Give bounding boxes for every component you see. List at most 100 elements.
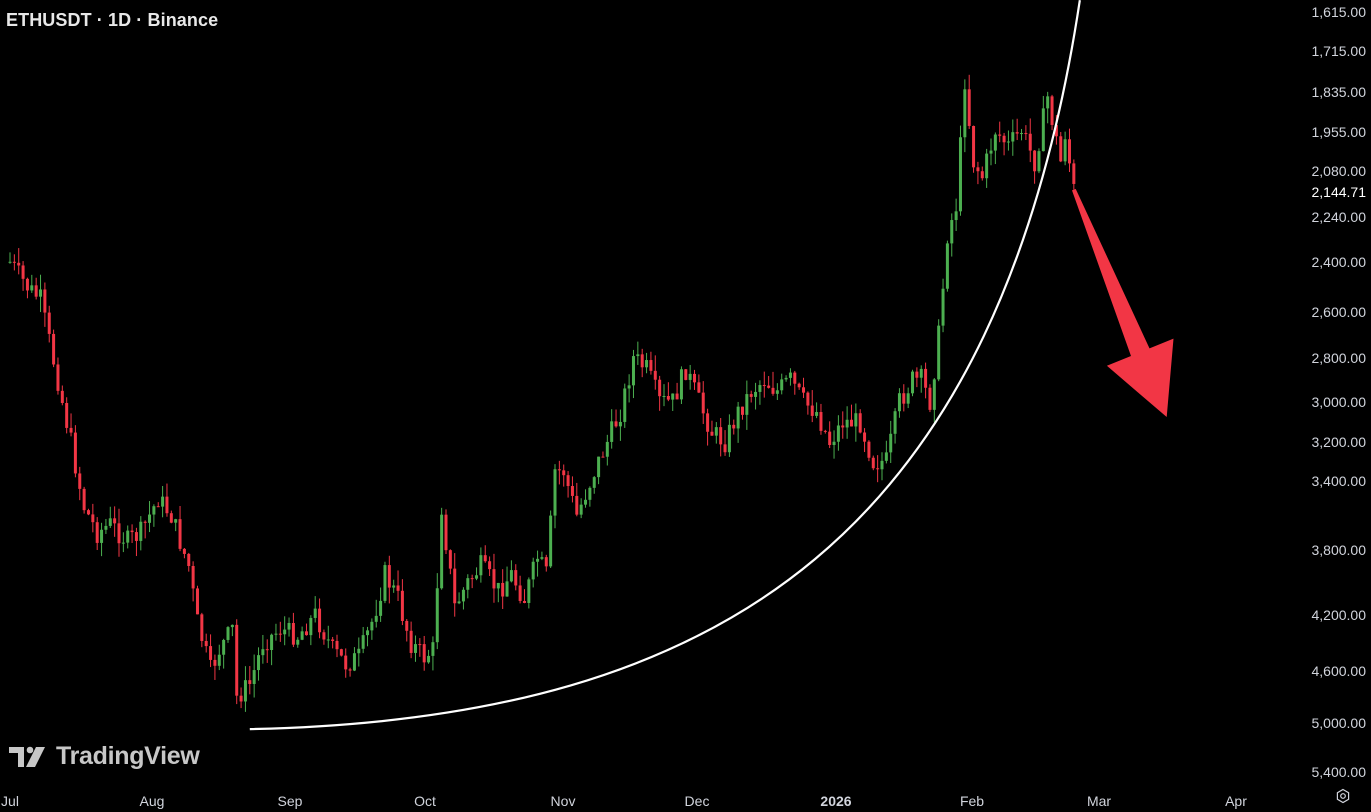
candle <box>143 520 147 539</box>
candle <box>1067 128 1071 173</box>
price-tick-label: 3,400.00 <box>1312 473 1367 489</box>
candle <box>832 430 836 459</box>
time-tick-label: Nov <box>551 793 576 809</box>
candle <box>265 639 269 663</box>
time-tick-label: Apr <box>1225 793 1247 809</box>
candle <box>331 636 335 649</box>
candle <box>562 464 566 487</box>
time-tick-label: 2026 <box>820 793 851 809</box>
candle <box>723 430 727 456</box>
candle <box>540 551 544 561</box>
candle <box>989 138 993 166</box>
logo-text: TradingView <box>56 742 200 770</box>
candle <box>522 589 526 604</box>
candle <box>784 375 788 382</box>
candle <box>980 166 984 181</box>
candle <box>396 570 400 601</box>
candle <box>693 369 697 390</box>
candle <box>17 248 21 275</box>
time-tick-label: Mar <box>1087 793 1111 809</box>
candle <box>39 274 43 313</box>
candle <box>967 74 971 129</box>
price-tick-label: 2,400.00 <box>1312 254 1367 270</box>
candle <box>958 125 962 216</box>
candle <box>893 408 897 444</box>
candle <box>972 125 976 173</box>
candle <box>719 418 723 457</box>
candle <box>287 617 291 637</box>
candle <box>906 387 910 409</box>
candle <box>326 625 330 649</box>
candle <box>200 612 204 648</box>
candle <box>78 466 82 501</box>
candle <box>863 428 867 453</box>
candle <box>252 654 256 698</box>
candle <box>222 638 226 669</box>
candle <box>1033 150 1037 184</box>
candle <box>239 687 243 709</box>
candle <box>509 560 513 583</box>
candle <box>209 634 213 668</box>
price-tick-label: 4,600.00 <box>1312 663 1367 679</box>
candle <box>1011 119 1015 156</box>
price-axis[interactable]: 1,615.00 1,715.00 1,835.00 1,955.00 2,080.00… <box>1312 4 1367 780</box>
candle <box>69 413 73 437</box>
candle <box>139 516 143 551</box>
candle <box>793 370 797 395</box>
price-tick-label: 1,955.00 <box>1312 124 1367 140</box>
candle <box>309 615 313 646</box>
candle <box>767 376 771 389</box>
candle <box>304 623 308 636</box>
candle <box>492 553 496 603</box>
candle <box>505 566 509 597</box>
candle <box>1037 148 1041 174</box>
candle <box>976 161 980 185</box>
candle <box>614 409 618 428</box>
candle <box>924 362 928 399</box>
candle <box>963 79 967 153</box>
candle <box>21 261 25 291</box>
candle <box>518 575 522 604</box>
candle <box>828 421 832 449</box>
candle <box>374 599 378 628</box>
candle <box>1024 125 1028 141</box>
candle <box>536 550 540 577</box>
candle <box>235 619 239 705</box>
candle <box>91 503 95 533</box>
candle <box>932 378 936 423</box>
candle <box>121 532 125 553</box>
candle <box>1020 128 1024 141</box>
candle <box>727 414 731 457</box>
candle <box>461 587 465 610</box>
time-tick-label: Jul <box>1 793 19 809</box>
candle <box>618 409 622 441</box>
candle <box>588 486 592 507</box>
candle <box>73 425 77 478</box>
candle <box>405 619 409 642</box>
price-tick-label: 2,600.00 <box>1312 304 1367 320</box>
drawing-overlays <box>249 0 1174 731</box>
candle <box>56 357 60 395</box>
candle <box>178 505 182 552</box>
candle <box>86 508 90 516</box>
candle <box>601 451 605 458</box>
candle <box>226 626 230 643</box>
candle <box>470 574 474 589</box>
candle <box>400 579 404 626</box>
candle <box>527 577 531 609</box>
candle <box>998 121 1002 143</box>
candle <box>392 579 396 593</box>
candle <box>117 508 121 557</box>
time-axis[interactable]: Jul Aug Sep Oct Nov Dec 2026 Feb Mar Apr <box>1 793 1247 809</box>
candle <box>1015 118 1019 141</box>
candle <box>475 567 479 581</box>
candle <box>126 525 130 549</box>
candle <box>797 382 801 390</box>
candle <box>684 369 688 381</box>
candle <box>130 524 134 544</box>
gear-icon[interactable] <box>1335 788 1351 804</box>
candle <box>945 240 949 292</box>
candle <box>919 365 923 393</box>
price-tick-label: 1,715.00 <box>1312 43 1367 59</box>
